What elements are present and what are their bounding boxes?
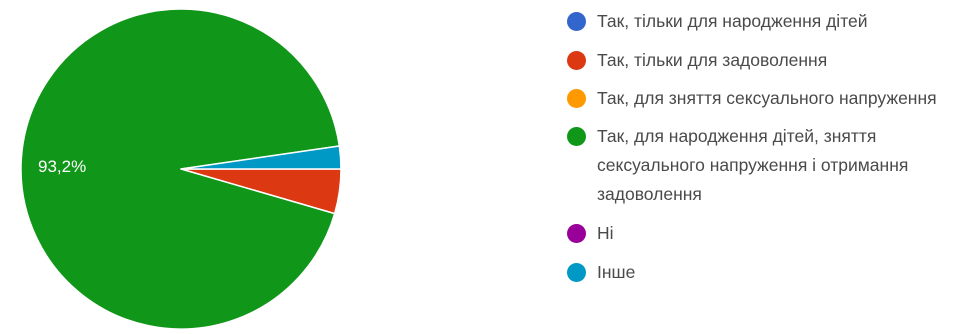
- legend-label: Так, тільки для задоволення: [597, 50, 828, 70]
- legend-label: Інше: [597, 262, 636, 282]
- legend-swatch: [567, 224, 586, 243]
- legend-label: Так, для народження дітей, зняття сексуа…: [597, 126, 909, 204]
- legend-label: Ні: [597, 223, 614, 243]
- pie-labels: 93,2%: [38, 157, 86, 176]
- legend-swatch: [567, 51, 586, 70]
- legend-item-all-reasons[interactable]: Так, для народження дітей, зняття сексуа…: [567, 122, 957, 209]
- slice-other[interactable]: [180, 145, 342, 170]
- legend-item-other[interactable]: Інше: [567, 257, 957, 287]
- chart-legend: Так, тільки для народження дітей Так, ті…: [567, 6, 957, 296]
- slice-label-all-reasons: 93,2%: [38, 157, 86, 176]
- slice-all-reasons[interactable]: [20, 8, 341, 330]
- legend-swatch: [567, 127, 586, 146]
- legend-swatch: [567, 263, 586, 282]
- pie-chart: 93,2%: [20, 8, 342, 330]
- pie-slices: [20, 8, 342, 330]
- legend-item-tension-relief[interactable]: Так, для зняття сексуального напруження: [567, 84, 957, 113]
- legend-item-children-only[interactable]: Так, тільки для народження дітей: [567, 6, 957, 36]
- legend-item-pleasure-only[interactable]: Так, тільки для задоволення: [567, 45, 957, 75]
- legend-label: Так, для зняття сексуального напруження: [597, 88, 937, 108]
- legend-item-no[interactable]: Ні: [567, 218, 957, 248]
- legend-label: Так, тільки для народження дітей: [597, 11, 868, 31]
- legend-swatch: [567, 12, 586, 31]
- legend-swatch: [567, 89, 586, 108]
